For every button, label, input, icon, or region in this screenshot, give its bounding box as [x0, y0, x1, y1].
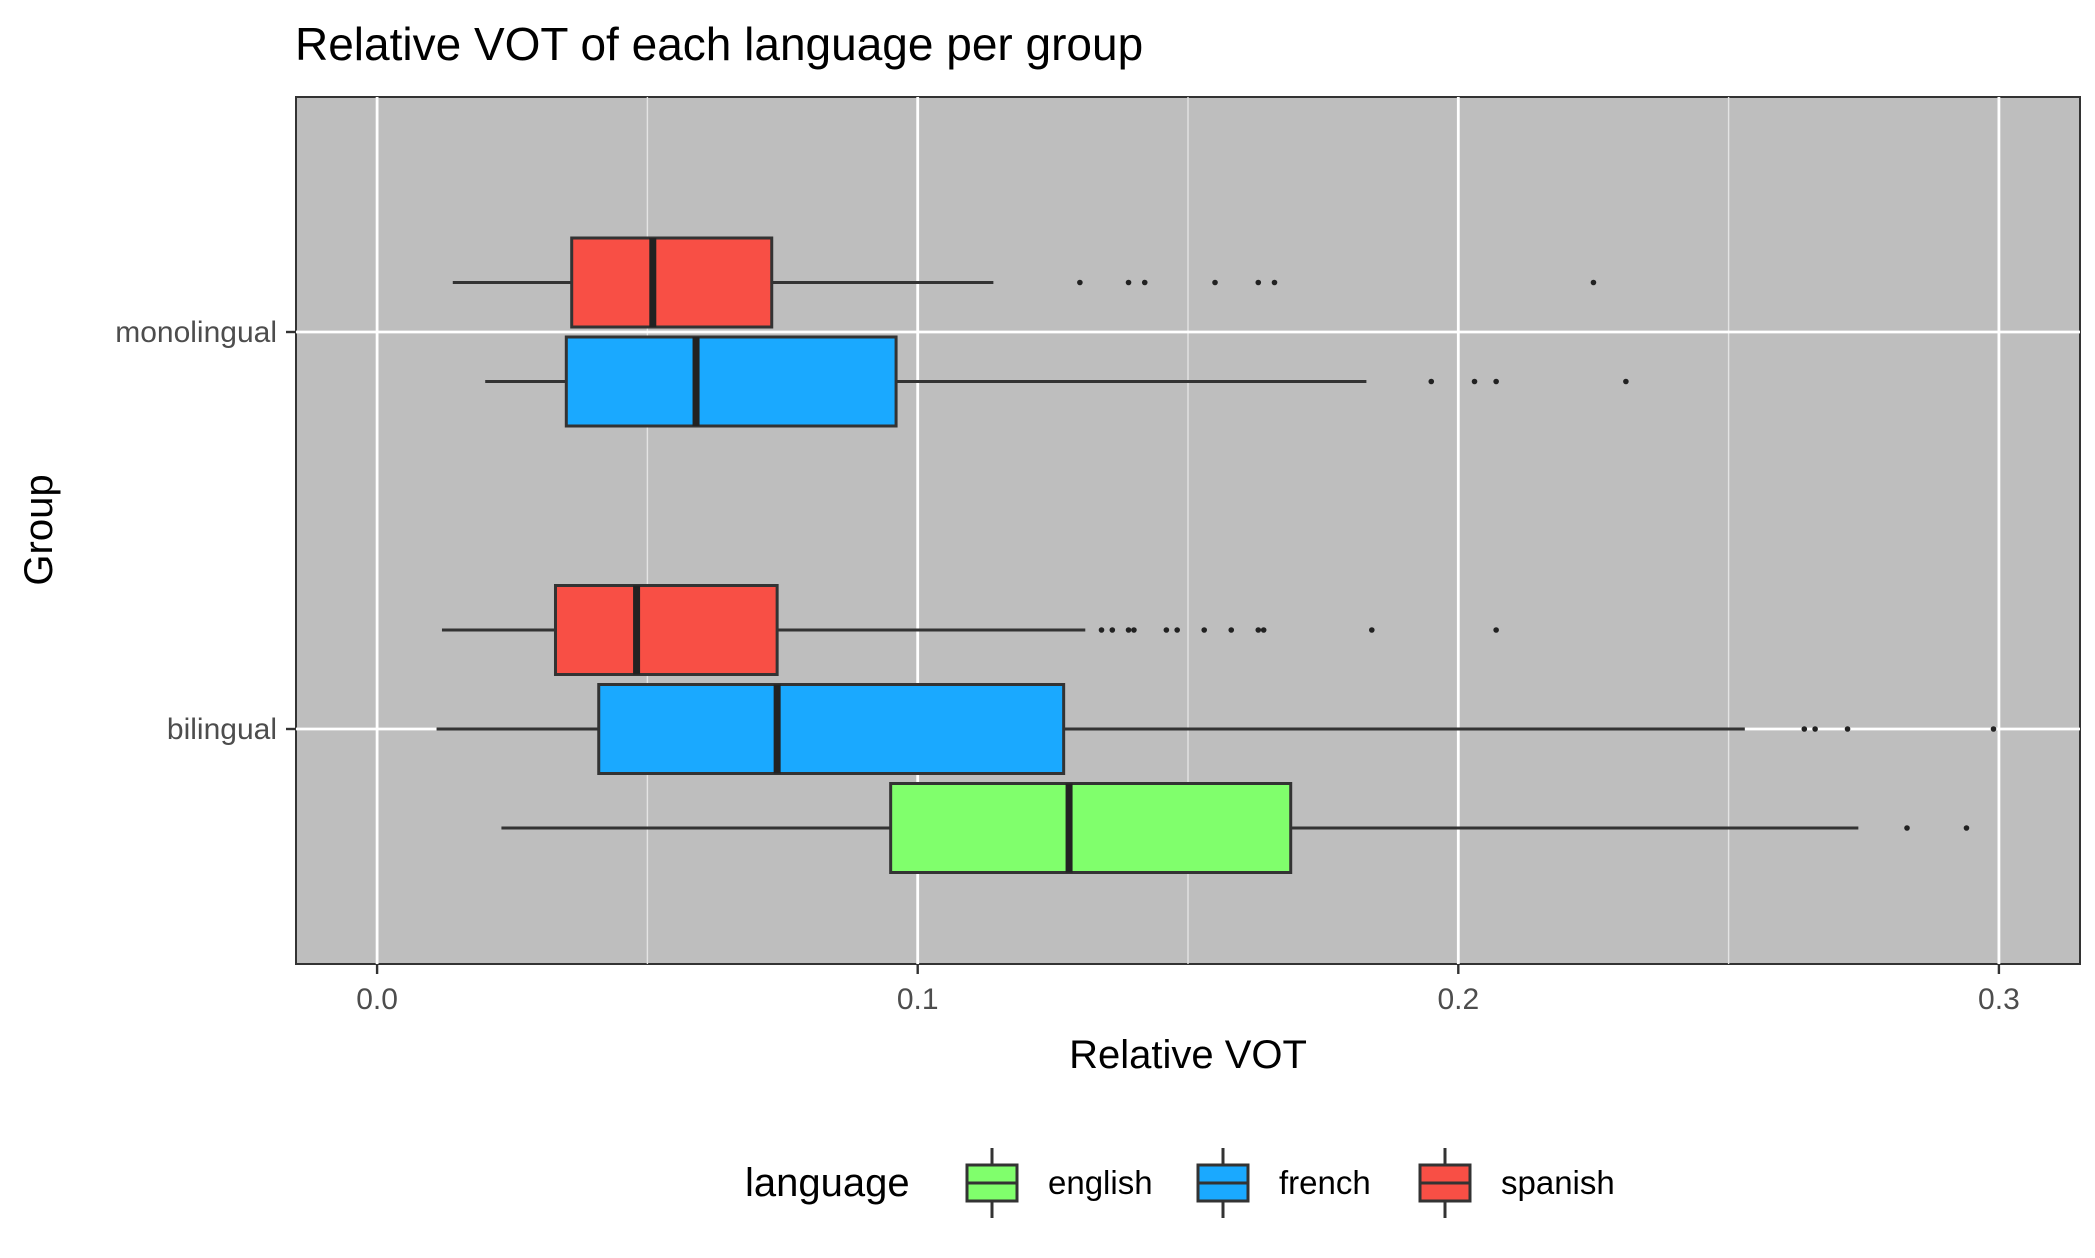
- box-iqr: [570, 236, 774, 329]
- axes: 0.0 0.1 0.2 0.3 bilingual monolingual: [115, 316, 2020, 1016]
- outlier-point: [1163, 627, 1170, 633]
- outlier-point: [1255, 279, 1262, 286]
- legend-title: language: [745, 1161, 910, 1205]
- box-french-monolingual: [485, 335, 1629, 428]
- outlier-point: [1077, 279, 1083, 286]
- box-french-bilingual: [436, 683, 1997, 775]
- outlier-point: [1212, 279, 1218, 286]
- legend-label: french: [1279, 1164, 1371, 1201]
- outlier-point: [1801, 726, 1808, 732]
- outlier-point: [1428, 378, 1435, 385]
- outlier-point: [1228, 627, 1235, 633]
- outlier-point: [1493, 378, 1499, 385]
- outlier-point: [1201, 627, 1208, 633]
- outlier-point: [1125, 279, 1132, 286]
- outlier-point: [1255, 627, 1262, 633]
- outlier-point: [1990, 726, 1997, 732]
- x-axis-title: Relative VOT: [1069, 1033, 1307, 1077]
- outlier-point: [1174, 627, 1180, 633]
- outlier-point: [1493, 627, 1499, 633]
- box-spanish-monolingual: [452, 236, 1597, 329]
- outlier-point: [1271, 279, 1278, 286]
- x-tick-label: 0.3: [1978, 983, 2020, 1016]
- legend-item-english: english: [965, 1148, 1153, 1218]
- y-tick-label: monolingual: [115, 316, 277, 349]
- box-iqr: [597, 683, 1066, 775]
- chart-title: Relative VOT of each language per group: [295, 18, 1143, 70]
- outlier-point: [1098, 627, 1105, 633]
- outlier-point: [1812, 726, 1818, 732]
- box-iqr: [553, 584, 779, 676]
- y-axis-title: Group: [17, 474, 61, 585]
- y-tick-label: bilingual: [167, 713, 277, 746]
- x-tick-label: 0.2: [1437, 983, 1479, 1016]
- box-english-bilingual: [501, 782, 1970, 874]
- legend-item-spanish: spanish: [1418, 1148, 1615, 1218]
- x-tick-label: 0.1: [897, 983, 939, 1016]
- outlier-point: [1141, 279, 1148, 286]
- outlier-point: [1131, 627, 1137, 633]
- outlier-point: [1125, 627, 1132, 633]
- legend: language english french spanish: [745, 1148, 1615, 1218]
- outlier-point: [1471, 378, 1478, 385]
- boxes: [436, 236, 1997, 874]
- legend-item-french: french: [1196, 1148, 1371, 1218]
- box-iqr: [889, 782, 1293, 874]
- outlier-point: [1904, 825, 1910, 831]
- box-iqr: [564, 335, 898, 428]
- box-spanish-bilingual: [441, 584, 1499, 676]
- outlier-point: [1260, 627, 1267, 633]
- outlier-point: [1590, 279, 1597, 286]
- legend-label: english: [1048, 1164, 1153, 1201]
- legend-label: spanish: [1501, 1164, 1615, 1201]
- outlier-point: [1844, 726, 1851, 732]
- x-tick-label: 0.0: [356, 983, 398, 1016]
- outlier-point: [1623, 378, 1629, 385]
- outlier-point: [1369, 627, 1375, 633]
- outlier-point: [1963, 825, 1970, 831]
- outlier-point: [1109, 627, 1116, 633]
